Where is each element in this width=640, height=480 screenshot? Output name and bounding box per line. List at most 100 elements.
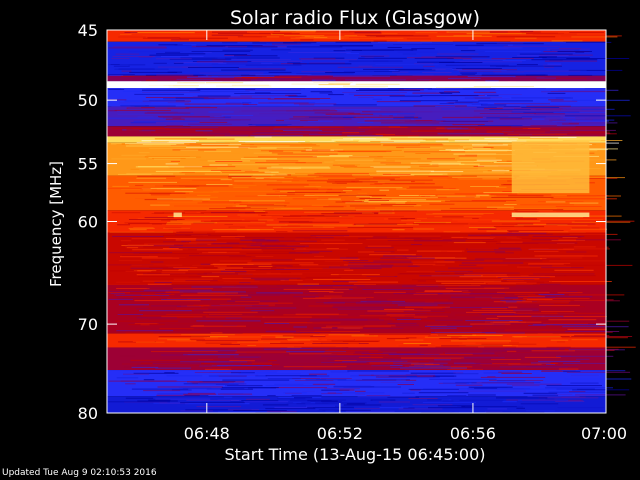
- noise-streak: [156, 323, 203, 325]
- noise-streak: [410, 244, 422, 246]
- noise-streak: [117, 297, 145, 299]
- noise-streak: [364, 120, 420, 122]
- noise-streak: [462, 292, 471, 294]
- noise-streak: [136, 394, 157, 396]
- noise-streak: [107, 74, 135, 75]
- noise-streak: [357, 192, 368, 194]
- noise-streak: [270, 342, 304, 344]
- noise-streak: [122, 255, 149, 257]
- noise-streak: [370, 399, 396, 401]
- noise-streak: [468, 227, 496, 228]
- noise-streak: [116, 288, 150, 289]
- noise-streak: [182, 191, 219, 193]
- noise-streak: [128, 227, 155, 229]
- noise-streak: [512, 385, 540, 387]
- noise-streak: [463, 146, 484, 148]
- noise-streak: [428, 407, 474, 409]
- noise-streak: [431, 68, 446, 70]
- noise-streak: [560, 35, 622, 37]
- noise-streak: [261, 215, 325, 216]
- noise-streak: [245, 64, 302, 66]
- noise-streak: [294, 193, 310, 195]
- noise-streak: [499, 134, 551, 136]
- noise-streak: [227, 409, 259, 411]
- noise-streak: [571, 336, 633, 337]
- noise-streak: [570, 228, 607, 230]
- noise-streak: [343, 404, 382, 406]
- noise-streak: [224, 224, 233, 225]
- noise-streak: [453, 103, 491, 104]
- noise-streak: [455, 44, 508, 46]
- noise-streak: [299, 104, 315, 106]
- noise-streak: [190, 325, 246, 327]
- noise-streak: [541, 91, 606, 93]
- noise-streak: [166, 125, 183, 127]
- noise-streak: [143, 390, 181, 392]
- noise-streak: [130, 267, 190, 269]
- noise-streak: [260, 339, 302, 341]
- noise-streak: [205, 152, 240, 154]
- noise-streak: [531, 315, 564, 317]
- noise-streak: [243, 401, 289, 403]
- noise-streak: [468, 234, 529, 236]
- noise-streak: [507, 132, 568, 134]
- noise-streak: [217, 411, 269, 413]
- noise-streak: [487, 95, 499, 97]
- noise-streak: [112, 56, 156, 57]
- noise-streak: [224, 327, 279, 329]
- noise-streak: [185, 280, 218, 282]
- noise-streak: [212, 31, 247, 33]
- noise-streak: [274, 126, 342, 128]
- noise-streak: [272, 152, 294, 154]
- noise-streak: [358, 374, 374, 376]
- noise-streak: [222, 379, 290, 381]
- noise-streak: [161, 299, 211, 301]
- noise-streak: [265, 375, 317, 377]
- noise-streak: [245, 141, 299, 143]
- noise-streak: [422, 307, 443, 309]
- noise-streak: [516, 211, 537, 213]
- noise-streak: [311, 149, 331, 151]
- noise-streak: [286, 173, 321, 175]
- noise-streak: [472, 310, 533, 311]
- noise-streak: [349, 205, 414, 207]
- noise-streak: [158, 116, 210, 118]
- noise-streak: [234, 202, 290, 204]
- noise-streak: [454, 193, 518, 195]
- noise-streak: [229, 102, 244, 104]
- noise-streak: [473, 324, 501, 326]
- noise-streak: [437, 293, 505, 295]
- noise-streak: [404, 237, 442, 239]
- noise-streak: [526, 74, 548, 76]
- noise-streak: [140, 324, 150, 326]
- noise-streak: [427, 399, 449, 401]
- noise-streak: [484, 138, 519, 140]
- noise-streak: [181, 240, 191, 242]
- noise-streak: [546, 346, 571, 348]
- noise-streak: [508, 299, 575, 301]
- noise-streak: [240, 363, 280, 365]
- noise-streak: [271, 34, 284, 36]
- noise-streak: [286, 322, 341, 324]
- noise-streak: [296, 73, 354, 75]
- noise-streak: [405, 256, 417, 258]
- noise-streak: [223, 280, 260, 282]
- noise-streak: [114, 68, 169, 70]
- noise-streak: [136, 274, 170, 276]
- noise-streak: [237, 214, 259, 216]
- noise-streak: [359, 356, 383, 358]
- noise-streak: [321, 361, 367, 363]
- noise-streak: [446, 102, 478, 104]
- noise-streak: [378, 350, 415, 352]
- noise-streak: [321, 400, 338, 402]
- noise-streak: [357, 121, 374, 123]
- noise-streak: [173, 359, 232, 361]
- noise-streak: [114, 411, 129, 413]
- noise-streak: [528, 263, 564, 265]
- noise-streak: [496, 243, 557, 244]
- noise-streak: [154, 212, 185, 214]
- noise-streak: [328, 334, 365, 336]
- noise-streak: [180, 402, 245, 404]
- noise-streak: [472, 278, 518, 280]
- noise-streak: [262, 316, 312, 318]
